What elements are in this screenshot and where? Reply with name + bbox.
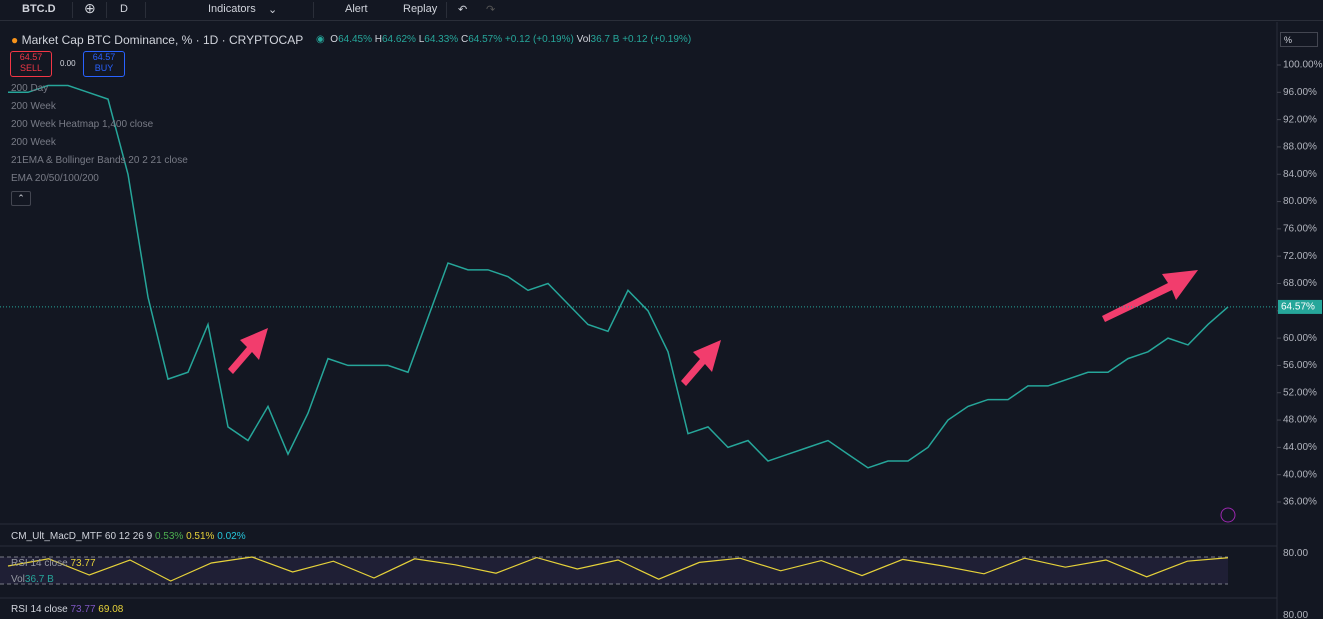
buy-label: BUY	[94, 63, 114, 73]
indicator[interactable]: EMA 20/50/100/200	[11, 173, 99, 184]
macd-title: CM_Ult_MacD_MTF 60 12 26 9	[11, 531, 153, 542]
vol-legend: Vol36.7 B	[11, 574, 54, 585]
y-tick-label: 88.00%	[1283, 142, 1317, 153]
rsi-legend: RSI 14 close 73.77	[11, 558, 96, 569]
rsi-band	[0, 557, 1228, 584]
legend-title: Market Cap BTC Dominance, % · 1D · CRYPT…	[21, 33, 304, 47]
y-tick-label: 92.00%	[1283, 114, 1317, 125]
rsi-axis-label: 80.00	[1283, 548, 1309, 559]
close: 64.57%	[468, 34, 503, 45]
vol: 36.7 B	[590, 34, 620, 45]
separator	[72, 2, 73, 18]
rsi2-legend: RSI 14 close 73.77 69.08	[11, 604, 123, 615]
ohlc: ◉ O64.45% H64.62% L64.33% C64.57% +0.12 …	[316, 34, 692, 45]
vol-label: Vol	[576, 34, 591, 45]
indicator[interactable]: 21EMA & Bollinger Bands 20 2 21 close	[11, 155, 188, 166]
separator	[313, 2, 314, 18]
y-tick-label: 100.00%	[1283, 60, 1323, 71]
toolbar: BTC.D ⊕ D Indicators ⌄ Alert Replay ↶ ↷	[0, 0, 1323, 21]
spread: 0.00	[60, 59, 76, 68]
y-tick-label: 76.00%	[1283, 224, 1317, 235]
sell-button[interactable]: 64.57 SELL	[10, 51, 52, 77]
separator	[446, 2, 447, 18]
y-tick-label: 36.00%	[1283, 497, 1317, 508]
y-tick-label: 44.00%	[1283, 442, 1317, 453]
open: 64.45%	[338, 34, 372, 45]
y-tick-label: 52.00%	[1283, 387, 1317, 398]
rsi-title: RSI 14 close	[11, 558, 68, 569]
indicators-button[interactable]: Indicators	[208, 3, 256, 15]
redo[interactable]: ↷	[486, 4, 496, 16]
separator	[106, 2, 107, 18]
vol-value: 36.7 B	[24, 574, 54, 585]
rsi2-value: 73.77	[70, 604, 96, 615]
y-tick-label: 84.00%	[1283, 169, 1317, 180]
rsi2-axis-label: 80.00	[1283, 610, 1309, 619]
last-price-label: 64.57%	[1281, 302, 1315, 313]
rsi2-value2: 69.08	[98, 604, 124, 615]
y-tick-label: 68.00%	[1283, 278, 1317, 289]
arrow	[228, 328, 268, 374]
y-tick-label: 96.00%	[1283, 87, 1317, 98]
coin-icon: ●	[11, 33, 19, 47]
buy-price: 64.57	[92, 52, 116, 62]
sell-price: 64.57	[19, 52, 43, 62]
vol-label: Vol	[11, 574, 25, 585]
lightning-icon[interactable]	[1220, 507, 1236, 523]
rsi-line	[7, 556, 1229, 582]
annotation-arrows	[228, 270, 1198, 386]
indicator[interactable]: 200 Week	[11, 137, 56, 148]
collapse-button[interactable]: ⌃	[11, 191, 31, 206]
y-tick-label: 72.00%	[1283, 251, 1317, 262]
y-tick-label: 80.00%	[1283, 196, 1317, 207]
arrow	[681, 340, 721, 386]
undo[interactable]: ↶	[458, 4, 468, 16]
macd-legend: CM_Ult_MacD_MTF 60 12 26 9 0.53% 0.51% 0…	[11, 531, 246, 542]
dropdown[interactable]: ⌄	[268, 4, 278, 16]
scale-mode[interactable]: %	[1280, 32, 1318, 47]
indicator[interactable]: 200 Week	[11, 101, 56, 112]
high: 64.62%	[382, 34, 416, 45]
rsi-value: 73.77	[70, 558, 96, 569]
price-line	[8, 84, 1229, 469]
arrow	[1102, 270, 1198, 322]
status-dot: ◉	[316, 34, 325, 45]
symbol[interactable]: BTC.D	[22, 3, 56, 15]
low: 64.33%	[424, 34, 459, 45]
macd-signal: 0.51%	[186, 531, 215, 542]
y-tick-label: 48.00%	[1283, 415, 1317, 426]
replay-button[interactable]: Replay	[403, 3, 438, 15]
rsi2-title: RSI 14 close	[11, 604, 68, 615]
macd-value: 0.53%	[154, 531, 184, 542]
legend: ● Market Cap BTC Dominance, % · 1D · CRY…	[11, 33, 303, 47]
y-tick-label: 56.00%	[1283, 360, 1317, 371]
separator	[145, 2, 146, 18]
change: +0.12 (+0.19%)	[504, 34, 574, 45]
last-price-badge	[1278, 299, 1322, 314]
buy-button[interactable]: 64.57 BUY	[83, 51, 125, 77]
macd-hist: 0.02%	[217, 531, 246, 542]
indicator[interactable]: 200 Week Heatmap 1,400 close	[11, 119, 154, 130]
vol-change: +0.12 (+0.19%)	[622, 34, 692, 45]
sell-label: SELL	[19, 63, 43, 73]
alert-button[interactable]: Alert	[345, 3, 368, 15]
interval[interactable]: D	[120, 3, 128, 15]
add-symbol[interactable]: ⊕	[84, 0, 96, 16]
indicator[interactable]: 200 Day	[11, 83, 49, 94]
y-tick-label: 40.00%	[1283, 469, 1317, 480]
y-tick-label: 60.00%	[1283, 333, 1317, 344]
